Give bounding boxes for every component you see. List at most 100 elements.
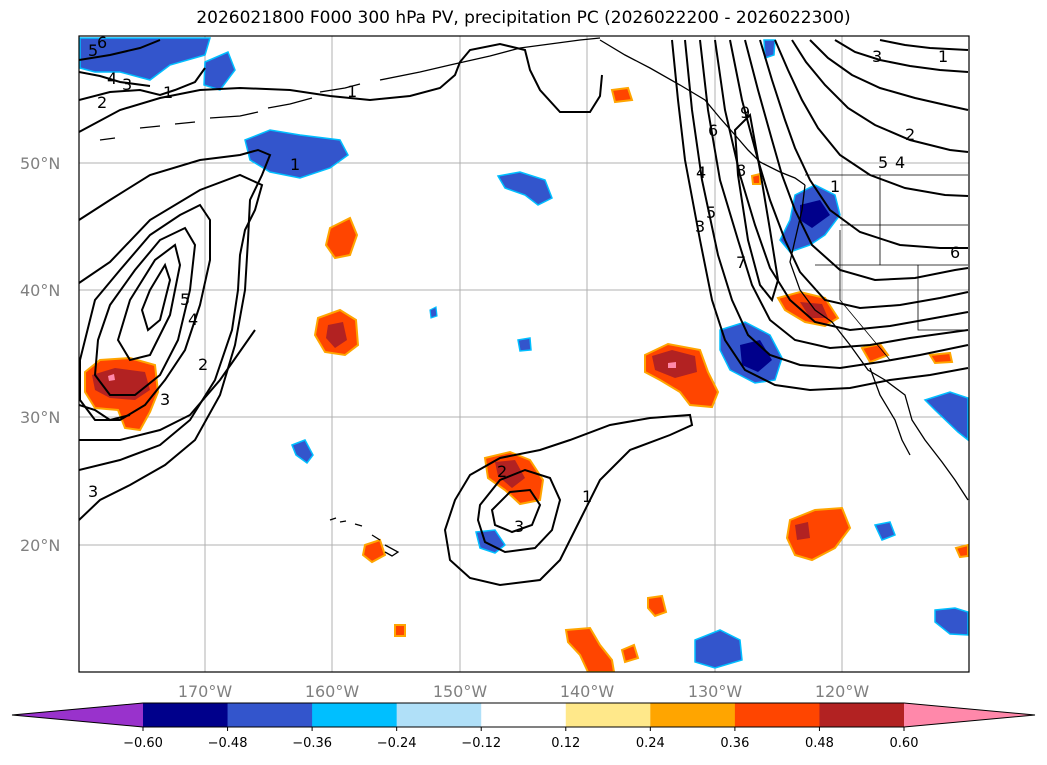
contour-label: 6: [708, 121, 718, 140]
neg-anomaly: [203, 51, 236, 91]
contour-label: 3: [695, 217, 705, 236]
neg-anomaly: [496, 171, 553, 206]
contour-label: 4: [696, 163, 706, 182]
neg-anomaly: [429, 306, 438, 319]
contour-label: 2: [497, 462, 507, 481]
contour-label: 3: [514, 517, 524, 536]
strong-pos-anomaly: [795, 522, 810, 540]
colorbar-tick-label: −0.36: [292, 736, 332, 751]
colorbar-tick-label: −0.24: [377, 736, 417, 751]
pos-anomaly: [610, 86, 634, 104]
colorbar-tick-label: 0.24: [636, 736, 665, 751]
lat-labels: 50°N 40°N 30°N 20°N: [20, 154, 60, 555]
colorbar-segment: [312, 703, 398, 727]
colorbar-segment: [481, 703, 567, 727]
lon-label: 150°W: [433, 682, 488, 701]
lat-label: 30°N: [20, 408, 60, 427]
contour-label: 1: [347, 82, 357, 101]
colorbar-segment: [396, 703, 482, 727]
contour-label: 7: [736, 253, 746, 272]
contour-label: 2: [198, 355, 208, 374]
neg-anomaly: [873, 521, 896, 541]
contour-label: 2: [97, 93, 107, 112]
colorbar: −0.60 −0.48 −0.36 −0.24 −0.12 0.12 0.24 0.36 0.4…: [11, 702, 1036, 751]
strong-pos-anomaly: [495, 460, 525, 488]
contour-label: 2: [905, 125, 915, 144]
colorbar-tick-label: 0.60: [890, 736, 919, 751]
neg-anomaly: [763, 39, 776, 60]
precipitation-anomalies: [79, 37, 969, 672]
contour-label: 9: [740, 103, 750, 122]
lon-labels: 170°W 160°W 150°W 140°W 130°W 120°W: [178, 682, 870, 701]
contour-label: 6: [950, 243, 960, 262]
neg-anomaly: [291, 439, 314, 465]
neg-anomaly: [934, 607, 969, 636]
contour-labels: 5 6 3 4 2 1 1 1 5 4 2 3 3 2 3 1 9 6 8 4 …: [88, 33, 960, 536]
map-border: [78, 35, 970, 673]
contour-label: 1: [938, 47, 948, 66]
contour-label: 4: [107, 69, 117, 88]
lon-label: 120°W: [815, 682, 870, 701]
neg-anomaly: [79, 37, 212, 81]
contour-label: 5: [88, 41, 98, 60]
colorbar-tick-label: −0.60: [123, 736, 163, 751]
strong-neg-anomaly: [800, 200, 830, 228]
lon-label: 140°W: [560, 682, 615, 701]
very-strong-pos-anomaly: [668, 362, 676, 368]
neg-anomaly: [244, 129, 349, 179]
pos-anomaly: [954, 543, 969, 559]
pos-anomaly: [785, 506, 852, 562]
contour-label: 3: [160, 390, 170, 409]
colorbar-tick-label: 0.36: [720, 736, 749, 751]
colorbar-segment: [143, 703, 229, 727]
contour-label: 8: [736, 161, 746, 180]
pos-anomaly: [564, 626, 616, 672]
contour-label: 4: [895, 153, 905, 172]
colorbar-segment: [819, 703, 905, 727]
strong-pos-anomaly: [326, 322, 347, 348]
lat-label: 20°N: [20, 536, 60, 555]
colorbar-under-extension: [12, 703, 143, 727]
contour-label: 1: [582, 487, 592, 506]
contour-label: 5: [180, 290, 190, 309]
colorbar-segment: [565, 703, 651, 727]
graticule: [79, 36, 969, 672]
contour-label: 5: [706, 203, 716, 222]
contour-label: 6: [97, 33, 107, 52]
contour-label: 5: [878, 153, 888, 172]
contour-label: 1: [830, 177, 840, 196]
lon-label: 160°W: [305, 682, 360, 701]
colorbar-tick-label: 0.12: [551, 736, 580, 751]
pos-anomaly: [324, 216, 359, 260]
contour-label: 4: [188, 310, 198, 329]
contour-label: 3: [88, 482, 98, 501]
colorbar-tick-label: 0.48: [805, 736, 834, 751]
contour-label: 3: [872, 47, 882, 66]
pos-anomaly: [394, 624, 406, 637]
colorbar-tick-label: −0.12: [461, 736, 501, 751]
neg-anomaly: [923, 391, 969, 442]
colorbar-segment: [227, 703, 313, 727]
lat-label: 50°N: [20, 154, 60, 173]
pos-anomaly: [860, 342, 890, 364]
colorbar-over-extension: [904, 703, 1035, 727]
pos-anomaly: [750, 172, 761, 185]
pos-anomaly: [620, 643, 640, 664]
neg-anomaly: [517, 337, 532, 352]
strong-neg-anomaly: [740, 340, 772, 372]
lon-label: 170°W: [178, 682, 233, 701]
map-area: [79, 36, 969, 672]
pv-contours: [79, 39, 969, 587]
contour-label: 3: [122, 75, 132, 94]
colorbar-segment: [650, 703, 736, 727]
very-strong-pos-anomaly: [108, 374, 115, 381]
lat-label: 40°N: [20, 281, 60, 300]
colorbar-segment: [734, 703, 820, 727]
lon-label: 130°W: [688, 682, 743, 701]
neg-anomaly: [694, 629, 743, 669]
pos-anomaly: [647, 594, 668, 618]
pos-anomaly: [361, 538, 387, 564]
colorbar-tick-label: −0.48: [208, 736, 248, 751]
contour-label: 1: [163, 83, 173, 102]
